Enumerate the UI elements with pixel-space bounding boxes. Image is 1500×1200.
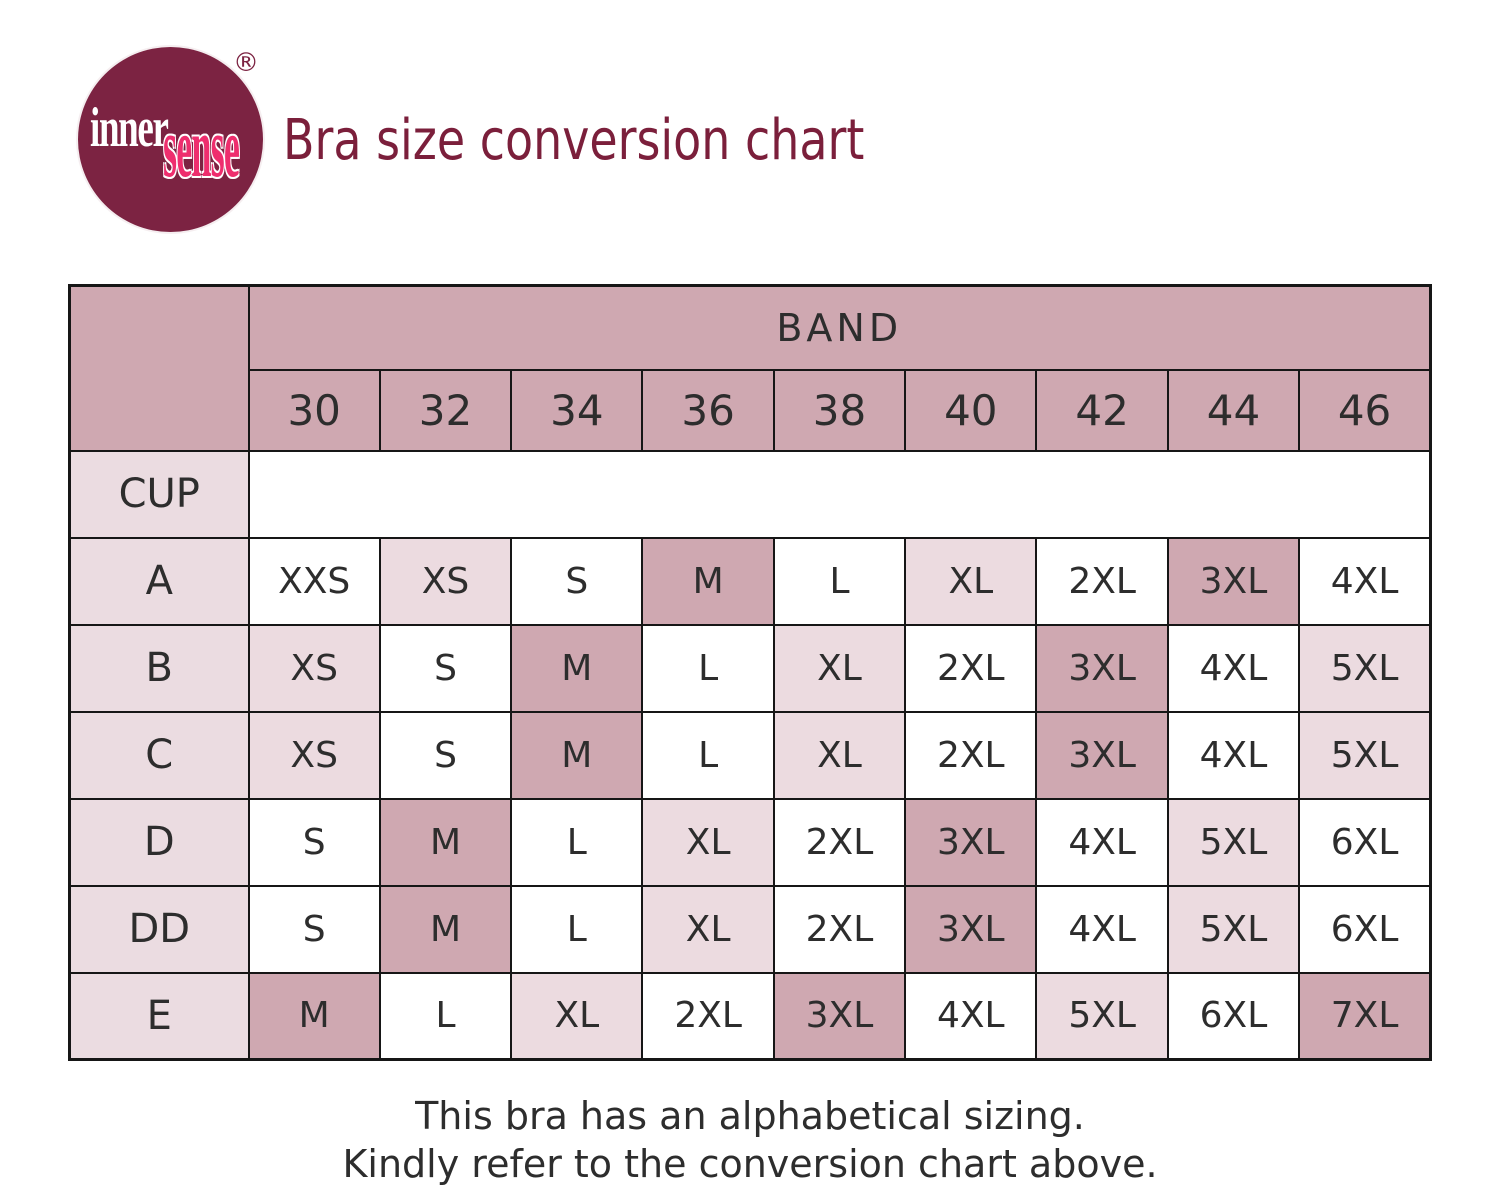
size-cell: 4XL: [1298, 536, 1432, 626]
size-cell: XS: [247, 710, 381, 800]
size-cell: 3XL: [1035, 710, 1169, 800]
size-cell: M: [510, 623, 644, 713]
cup-label-cell: D: [68, 797, 250, 887]
size-cell: XL: [772, 710, 907, 800]
size-cell: 5XL: [1298, 623, 1432, 713]
size-cell: 7XL: [1298, 971, 1432, 1061]
registered-trademark-icon: ®: [233, 48, 259, 78]
band-size-cell: 46: [1298, 368, 1432, 452]
cup-label-cell: A: [68, 536, 250, 626]
band-header-row: BAND: [68, 284, 1432, 452]
size-cell: L: [378, 971, 513, 1061]
cup-label-cell: DD: [68, 884, 250, 974]
size-cell: 3XL: [904, 884, 1038, 974]
size-cell: S: [510, 536, 644, 626]
size-cell: 3XL: [1166, 536, 1301, 626]
size-cell: XL: [510, 971, 644, 1061]
band-sizes-row: 30 32 34 36 38 40 42 44 46: [70, 368, 1432, 452]
size-cell: 5XL: [1035, 971, 1169, 1061]
table-row: DD S M L XL 2XL 3XL 4XL 5XL 6XL: [68, 884, 1432, 974]
table-row: D S M L XL 2XL 3XL 4XL 5XL 6XL: [68, 797, 1432, 887]
size-cell: XS: [247, 623, 381, 713]
cup-header-row: CUP: [68, 449, 1432, 539]
size-cell: 6XL: [1166, 971, 1301, 1061]
footer-note-line1: This bra has an alphabetical sizing.: [415, 1094, 1085, 1138]
table-row: E M L XL 2XL 3XL 4XL 5XL 6XL 7XL: [68, 971, 1432, 1061]
size-cell: 4XL: [904, 971, 1038, 1061]
size-cell: 6XL: [1298, 797, 1432, 887]
band-size-cell: 38: [772, 368, 907, 452]
size-cell: 4XL: [1166, 623, 1301, 713]
band-size-cell: 44: [1166, 368, 1301, 452]
size-cell: 2XL: [772, 884, 907, 974]
size-cell: M: [247, 971, 381, 1061]
size-cell: 6XL: [1298, 884, 1432, 974]
size-cell: L: [510, 797, 644, 887]
size-cell: L: [641, 623, 775, 713]
size-cell: M: [378, 797, 513, 887]
cup-label-cell: B: [68, 623, 250, 713]
band-size-cell: 42: [1035, 368, 1169, 452]
size-cell: 4XL: [1035, 797, 1169, 887]
size-cell: 3XL: [904, 797, 1038, 887]
size-cell: 4XL: [1166, 710, 1301, 800]
table-corner-cell: [68, 284, 250, 452]
size-cell: S: [378, 710, 513, 800]
size-cell: XL: [641, 884, 775, 974]
band-size-cell: 34: [510, 368, 644, 452]
logo-word-sense: sense: [163, 99, 240, 195]
band-header-cell: BAND: [247, 284, 1432, 371]
size-cell: M: [510, 710, 644, 800]
logo-circle-icon: [78, 47, 263, 232]
band-size-cell: 40: [904, 368, 1038, 452]
size-cell: XS: [378, 536, 513, 626]
brand-logo: ® inner sense: [0, 0, 340, 250]
cup-label-cell: C: [68, 710, 250, 800]
table-row: A XXS XS S M L XL 2XL 3XL 4XL: [68, 536, 1432, 626]
size-cell: L: [510, 884, 644, 974]
page-title: Bra size conversion chart: [283, 108, 865, 173]
size-cell: XL: [904, 536, 1038, 626]
size-cell: 3XL: [772, 971, 907, 1061]
band-size-cell: 30: [247, 368, 381, 452]
size-cell: 2XL: [772, 797, 907, 887]
size-cell: XL: [641, 797, 775, 887]
size-cell: S: [247, 884, 381, 974]
size-conversion-table: BAND 30 32 34 36 38 40 42 44 46 CUP A XXS XS S M L XL 2…: [68, 284, 1432, 1061]
size-cell: 2XL: [904, 623, 1038, 713]
size-cell: M: [378, 884, 513, 974]
footer-note-line2: Kindly refer to the conversion chart abo…: [342, 1142, 1158, 1186]
logo-word-inner: inner: [90, 97, 169, 159]
size-cell: 2XL: [1035, 536, 1169, 626]
band-size-cell: 32: [378, 368, 513, 452]
size-cell: XL: [772, 623, 907, 713]
size-cell: 3XL: [1035, 623, 1169, 713]
size-cell: L: [641, 710, 775, 800]
cup-header-cell: CUP: [68, 449, 250, 539]
table-row: C XS S M L XL 2XL 3XL 4XL 5XL: [68, 710, 1432, 800]
size-cell: 5XL: [1166, 797, 1301, 887]
footer-note: This bra has an alphabetical sizing. Kin…: [0, 1092, 1500, 1188]
size-cell: 5XL: [1298, 710, 1432, 800]
size-cell: M: [641, 536, 775, 626]
size-cell: 4XL: [1035, 884, 1169, 974]
size-cell: 2XL: [904, 710, 1038, 800]
size-cell: S: [378, 623, 513, 713]
size-cell: 5XL: [1166, 884, 1301, 974]
cup-label-cell: E: [68, 971, 250, 1061]
size-cell: XXS: [247, 536, 381, 626]
table-row: B XS S M L XL 2XL 3XL 4XL 5XL: [68, 623, 1432, 713]
size-cell: S: [247, 797, 381, 887]
cup-row-empty-cell: [247, 449, 1432, 539]
size-cell: L: [772, 536, 907, 626]
size-cell: 2XL: [641, 971, 775, 1061]
band-size-cell: 36: [641, 368, 775, 452]
